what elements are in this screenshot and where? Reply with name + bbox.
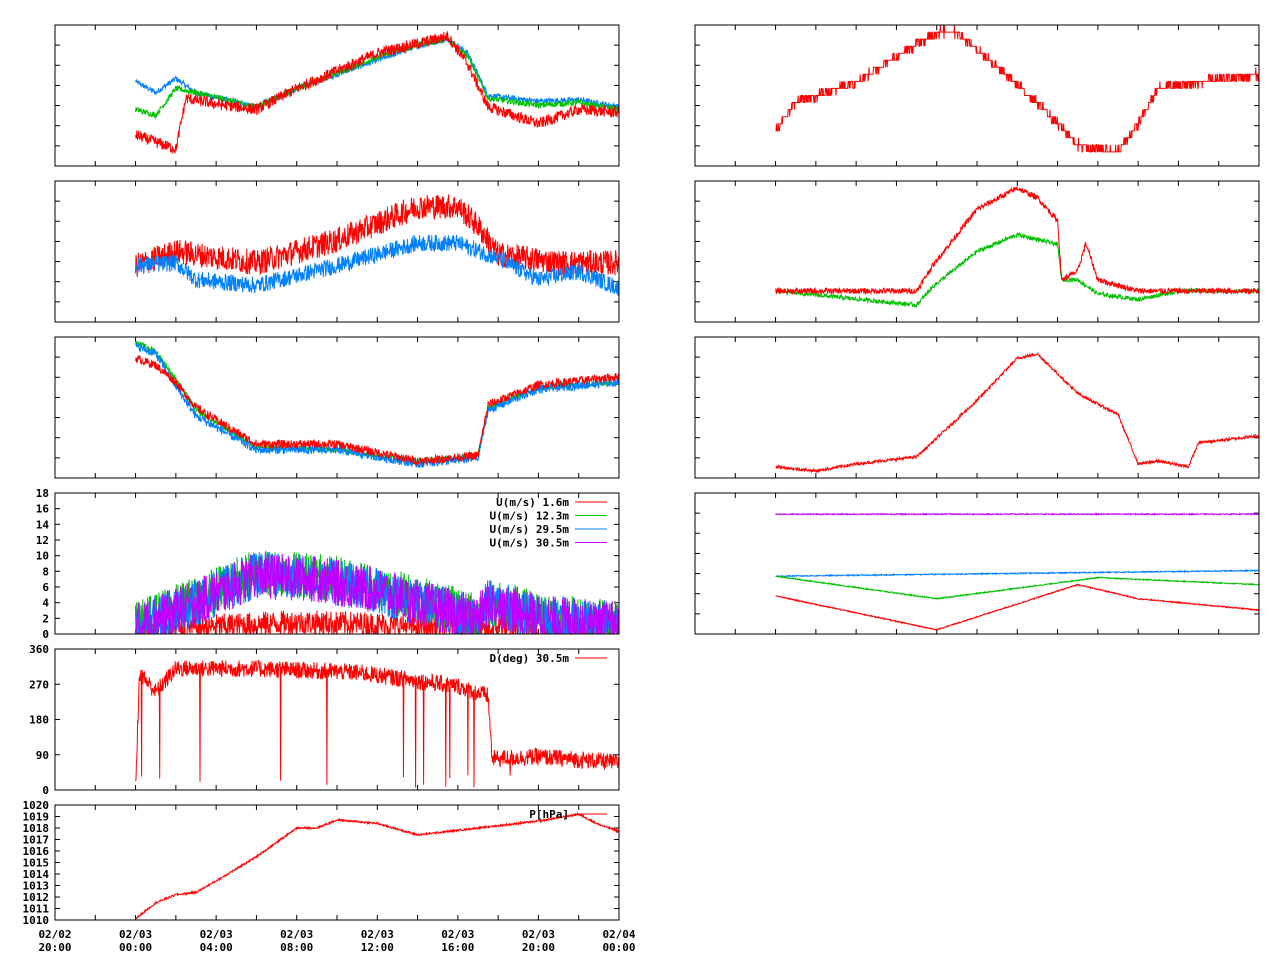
- series-L2-1: [135, 234, 620, 297]
- legend-label: U(m/s) 30.5m: [490, 537, 570, 550]
- panel-L2: [54, 180, 620, 323]
- legend-label: U(m/s) 29.5m: [490, 523, 570, 536]
- x-tick-label-time: 00:00: [119, 941, 152, 954]
- series-L3-0: [135, 340, 620, 465]
- y-tick-label: 1019: [23, 811, 50, 824]
- panel-frame: [694, 180, 1260, 323]
- series-L3-1: [135, 341, 620, 469]
- y-tick-label: 90: [36, 749, 49, 762]
- y-tick-label: 12: [36, 534, 49, 547]
- series-R4-2: [775, 575, 1260, 601]
- panel-frame: [694, 24, 1260, 167]
- panel-frame: [54, 180, 620, 323]
- y-tick-label: 6: [42, 581, 49, 594]
- panel-frame: [54, 492, 620, 635]
- y-tick-label: 14: [36, 518, 50, 531]
- y-tick-label: 4: [42, 597, 49, 610]
- panel-R1: [694, 24, 1260, 167]
- y-tick-label: 2: [42, 612, 49, 625]
- x-tick-label-time: 08:00: [280, 941, 313, 954]
- x-tick-label-time: 04:00: [200, 941, 233, 954]
- x-tick-label-time: 20:00: [38, 941, 71, 954]
- panel-frame: [694, 492, 1260, 635]
- y-tick-label: 0: [42, 628, 49, 641]
- y-tick-label: 1014: [23, 868, 50, 881]
- x-tick-label-time: 12:00: [361, 941, 394, 954]
- panel-R3: [694, 336, 1260, 479]
- y-tick-label: 1011: [23, 903, 50, 916]
- y-tick-label: 1013: [23, 880, 50, 893]
- y-tick-label: 1018: [23, 822, 50, 835]
- panel-L3: [54, 336, 620, 479]
- x-tick-label-time: 20:00: [522, 941, 555, 954]
- panel-R2: [694, 180, 1260, 323]
- y-tick-label: 1012: [23, 891, 50, 904]
- y-tick-label: 1017: [23, 834, 50, 847]
- x-tick-label-time: 16:00: [441, 941, 474, 954]
- series-L2-0: [135, 194, 620, 278]
- y-tick-label: 1020: [23, 799, 50, 812]
- y-tick-label: 1016: [23, 845, 50, 858]
- series-R4-1: [775, 568, 1260, 578]
- x-tick-label-date: 02/03: [280, 928, 313, 941]
- panel-frame: [54, 804, 620, 921]
- series-L4-3: [135, 552, 620, 635]
- panel-R4: [694, 492, 1260, 635]
- panel-frame: [54, 648, 620, 791]
- series-R1-0: [775, 24, 1260, 153]
- series-R3-0: [775, 351, 1260, 474]
- legend-label: D(deg) 30.5m: [490, 652, 570, 665]
- y-tick-label: 1010: [23, 914, 50, 927]
- x-tick-label-date: 02/03: [361, 928, 394, 941]
- y-tick-label: 180: [29, 714, 49, 727]
- y-tick-label: 1015: [23, 857, 50, 870]
- x-tick-label-date: 02/04: [602, 928, 635, 941]
- series-L1-1: [135, 36, 620, 120]
- series-L3-2: [135, 355, 620, 466]
- legend-label: U(m/s) 12.3m: [490, 510, 570, 523]
- y-tick-label: 8: [42, 565, 49, 578]
- panel-L1: [54, 24, 620, 167]
- series-R4-3: [775, 583, 1260, 631]
- legend-label: U(m/s) 1.6m: [496, 496, 569, 509]
- panel-L6: 1010101110121013101410151016101710181019…: [23, 799, 620, 927]
- legend-label: P[hPa]: [529, 808, 569, 821]
- panel-frame: [54, 336, 620, 479]
- series-R2-1: [775, 186, 1260, 296]
- series-R4-0: [775, 512, 1260, 517]
- panel-frame: [54, 24, 620, 167]
- y-tick-label: 0: [42, 784, 49, 797]
- series-L1-0: [135, 35, 620, 110]
- y-tick-label: 16: [36, 503, 50, 516]
- x-tick-label-date: 02/03: [441, 928, 474, 941]
- series-L5-0: [135, 659, 620, 788]
- x-tick-label-date: 02/02: [38, 928, 71, 941]
- panel-L5: 0 90 180 270 360 D(deg) 30.5m: [29, 643, 620, 797]
- x-tick-label-time: 00:00: [602, 941, 635, 954]
- series-L6-0: [135, 811, 620, 920]
- series-L1-2: [135, 31, 620, 155]
- y-tick-label: 360: [29, 643, 49, 656]
- x-tick-label-date: 02/03: [200, 928, 233, 941]
- y-tick-label: 18: [36, 487, 49, 500]
- x-tick-label-date: 02/03: [119, 928, 152, 941]
- x-tick-label-date: 02/03: [522, 928, 555, 941]
- series-R2-0: [775, 232, 1260, 308]
- y-tick-label: 270: [29, 678, 49, 691]
- panel-frame: [694, 336, 1260, 479]
- y-tick-label: 10: [36, 550, 49, 563]
